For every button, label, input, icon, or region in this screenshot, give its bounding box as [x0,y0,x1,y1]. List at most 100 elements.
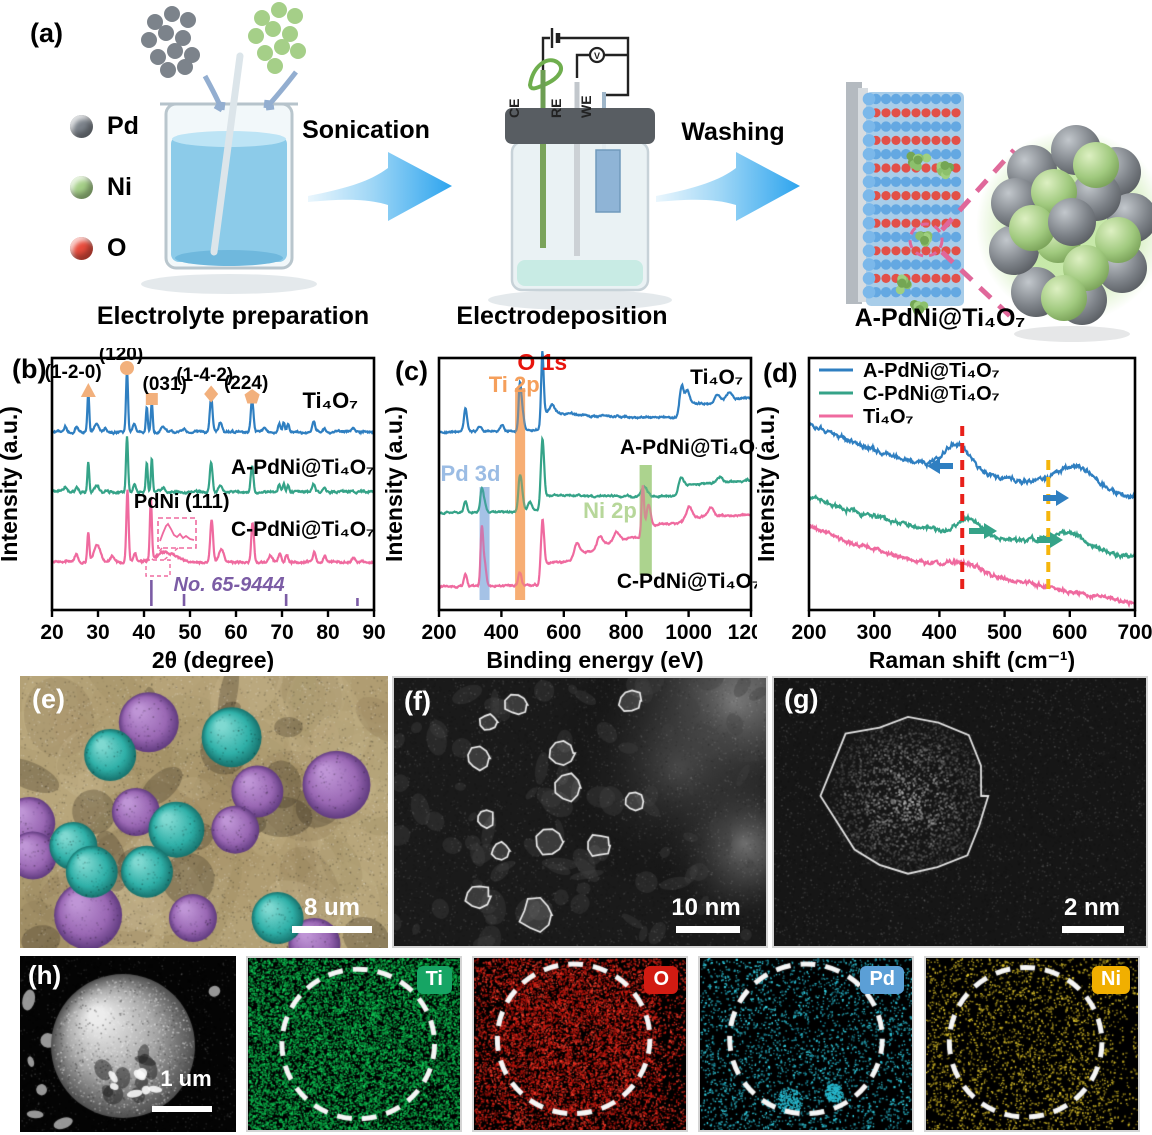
svg-text:PdNi (111): PdNi (111) [134,491,230,513]
panel-c-xps: O 1s Ti 2p Pd 3d Ni 2p Ti₄O₇ A-PdNi@Ti₄O₇ C-Pd… [381,348,774,673]
cv-curve-icon [527,58,563,91]
svg-text:(1-2-0): (1-2-0) [45,362,102,383]
scale-bar-label-e: 8 um [303,894,361,921]
svg-text:(031): (031) [143,374,187,395]
svg-text:200: 200 [791,621,826,644]
ni-sphere-icon [70,176,93,199]
panel-g-hrtem: (g) 2 nm [772,676,1148,948]
tem-image [394,678,766,946]
ni-particle-cluster [248,2,306,74]
pd-particle-cluster [141,6,200,78]
svg-text:20: 20 [40,621,63,644]
panel-label-f: (f) [404,686,431,716]
panel-d-raman: A-PdNi@Ti₄O₇ C-PdNi@Ti₄O₇ Ti₄O₇ 200 300 400 50… [753,348,1152,673]
counter-electrode [540,144,546,248]
svg-text:(120): (120) [99,348,143,365]
pd-sphere-icon [70,115,93,138]
svg-text:30: 30 [86,621,109,644]
panel-h-sem-sphere: (h) 1 um [20,956,236,1132]
sonication-label: Sonication [302,116,430,144]
electrolyte-liquid [517,260,643,286]
panel-label-b: (b) [12,354,47,384]
scale-bar-label-h: 1 um [160,1066,212,1091]
sonication-arrow [308,152,452,221]
svg-text:Intensity (a.u.): Intensity (a.u.) [385,406,407,562]
svg-text:800: 800 [609,621,644,644]
ni-badge: Ni [1092,966,1130,994]
svg-text:80: 80 [316,621,339,644]
svg-text:70: 70 [270,621,293,644]
pdni-cluster-zoom [976,125,1152,342]
svg-text:Binding energy (eV): Binding energy (eV) [486,647,703,672]
panel-e-sem: (e) 8 um [20,676,388,948]
svg-text:600: 600 [1052,621,1087,644]
beaker [160,52,298,270]
panel-b-xrd: (1-2-0) (120) (031) (1-4-2) (224) Ti₄O₇ A-PdNi… [0,344,386,673]
svg-text:Pd 3d: Pd 3d [441,461,501,486]
panel-label-c: (c) [395,356,428,386]
svg-text:50: 50 [178,621,201,644]
panel-label-a: (a) [30,18,63,48]
svg-text:700: 700 [1117,621,1152,644]
legend-item-o: O [70,234,126,263]
scale-bar-h [152,1106,212,1112]
svg-text:1000: 1000 [665,621,712,644]
scale-bar-label-g: 2 nm [1063,894,1121,921]
caption-electrolyte-preparation: Electrolyte preparation [96,302,370,330]
svg-text:60: 60 [224,621,247,644]
eds-map-ni: Ni [924,956,1140,1132]
panel-a-schematic: V [0,0,1152,345]
svg-text:40: 40 [132,621,155,644]
svg-text:1200: 1200 [728,621,757,644]
legend-item-ni: Ni [70,173,132,202]
cell-shadow [488,290,672,310]
atom-lattice [862,92,962,299]
caption-product: A-PdNi@Ti₄O₇ [854,304,1026,332]
zoom-circle [908,222,944,258]
hrtem-image [774,678,1146,946]
sem-sphere-image [20,956,236,1132]
svg-text:Raman shift (cm⁻¹): Raman shift (cm⁻¹) [869,647,1075,672]
svg-text:A-PdNi@Ti₄O₇: A-PdNi@Ti₄O₇ [863,360,1000,382]
svg-text:Ti₄O₇: Ti₄O₇ [690,366,743,389]
scale-bar-g [1062,926,1124,933]
panel-label-e: (e) [32,684,65,714]
svg-text:Intensity (a.u.): Intensity (a.u.) [0,406,22,562]
panel-label-g: (g) [784,684,819,714]
svg-text:O 1s: O 1s [517,349,567,375]
working-electrode [595,149,621,213]
svg-text:(224): (224) [224,373,268,394]
cell-lid [505,108,655,144]
eds-map-o: O [472,956,688,1132]
scale-bar-f [676,926,740,933]
svg-text:Intensity (a.u.): Intensity (a.u.) [757,406,779,562]
reference-electrode [574,144,580,256]
ce-label: CE [506,98,522,118]
svg-text:400: 400 [922,621,957,644]
svg-text:C-PdNi@Ti₄O₇: C-PdNi@Ti₄O₇ [231,518,375,541]
pdni-clusters [895,151,955,315]
panel-label-h: (h) [28,960,62,990]
ti-badge: Ti [416,966,452,994]
svg-text:200: 200 [421,621,456,644]
legend-item-pd: Pd [70,112,139,141]
svg-text:500: 500 [987,621,1022,644]
svg-text:(1-4-2): (1-4-2) [176,365,233,386]
eds-map-pd: Pd [698,956,914,1132]
svg-text:No. 65-9444: No. 65-9444 [174,574,285,596]
svg-text:C-PdNi@Ti₄O₇: C-PdNi@Ti₄O₇ [863,383,1000,405]
svg-text:2θ (degree): 2θ (degree) [152,647,274,672]
panel-f-tem: (f) 10 nm [392,676,768,948]
scale-bar-label-f: 10 nm [671,894,741,921]
schematic-art: V [141,2,1152,342]
xrd-chart: (1-2-0)(120)(031)(1-4-2)(224) Ti₄O₇ A-PdNi… [0,344,386,673]
caption-electrodeposition: Electrodeposition [456,302,668,330]
o-sphere-icon [70,237,93,260]
washing-arrow [656,152,800,221]
svg-text:400: 400 [484,621,519,644]
svg-text:600: 600 [546,621,581,644]
beaker-shadow [141,274,317,294]
svg-text:C-PdNi@Ti₄O₇: C-PdNi@Ti₄O₇ [617,570,757,593]
